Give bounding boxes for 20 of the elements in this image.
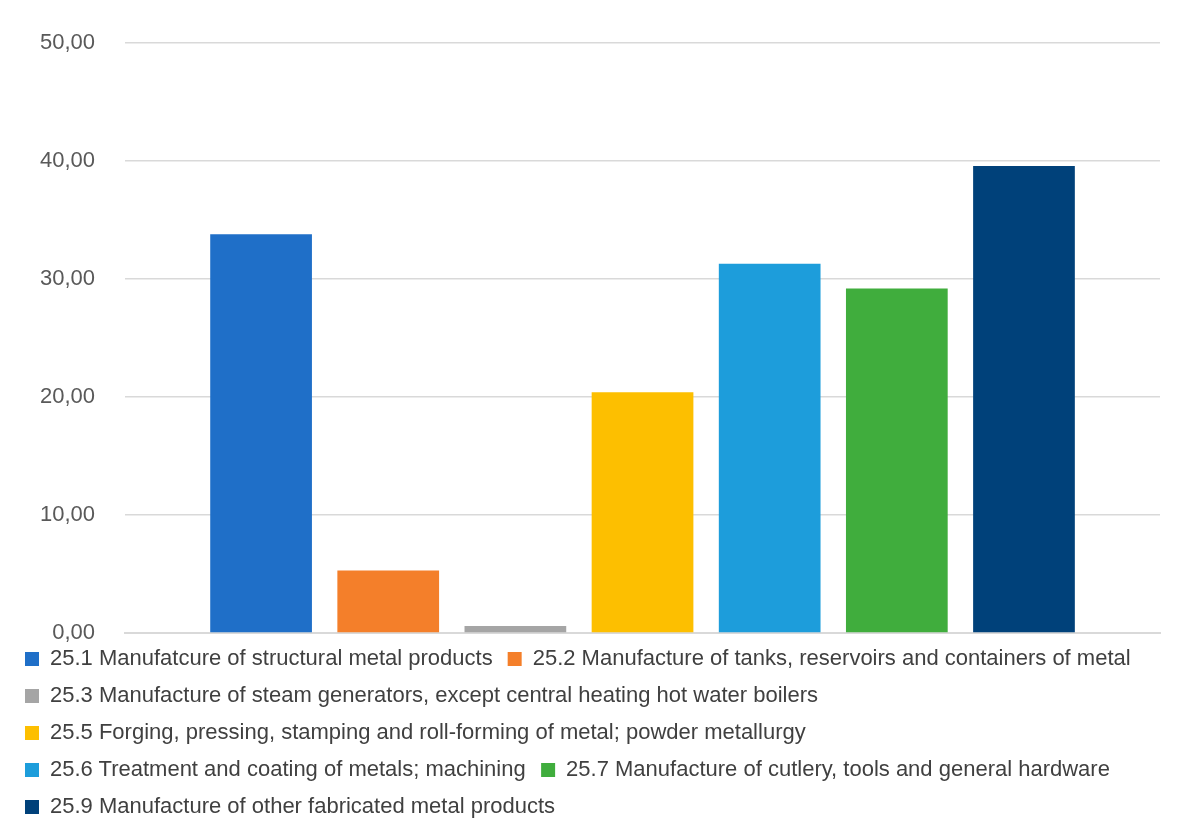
legend-label: 25.9 Manufacture of other fabricated metal products [50,793,556,819]
y-tick-label: 30,00 [39,265,96,291]
legend-label: 25.6 Treatment and coating of metals; machining [50,756,526,782]
legend-label: 25.1 Manufatcure of structural metal products [50,645,493,671]
bar [591,392,694,633]
bar [210,234,312,633]
y-tick-label: 0,00 [52,619,96,645]
bar [464,625,567,633]
legend-label: 25.3 Manufacture of steam generators, except central heating hot water boilers [50,682,818,708]
y-tick-label: 20,00 [39,383,96,409]
bar [973,165,1075,633]
legend-label: 25.7 Manufacture of cutlery, tools and general hardware [566,756,1110,782]
bar [718,263,821,633]
legend-label: 25.5 Forging, pressing, stamping and roll-forming of metal; powder metallurgy [50,719,806,745]
y-tick-label: 50,00 [39,29,96,55]
bar [845,288,948,633]
y-tick-label: 40,00 [39,147,96,173]
bar [337,570,440,633]
y-tick-label: 10,00 [39,501,96,527]
legend-label: 25.2 Manufacture of tanks, reservoirs and containers of metal [532,645,1131,671]
